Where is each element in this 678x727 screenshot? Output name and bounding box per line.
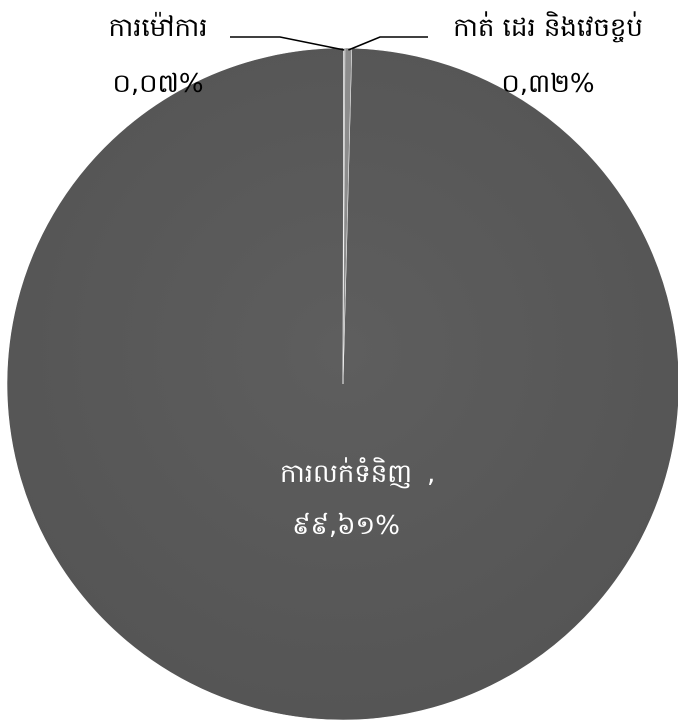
slice-label-sales-value: ៩៩,៦១% xyxy=(292,511,400,541)
leader-lines xyxy=(230,36,428,51)
pie-slices xyxy=(6,47,678,721)
pie-slice-sales xyxy=(6,47,678,721)
slice-comma-sales: , xyxy=(427,459,435,489)
slice-labels: ការលក់ទំនិញ , ៩៩,៦១% ការម៉ៅការ ០,០៧% កាត… xyxy=(108,11,642,541)
leader-line-sewing xyxy=(348,36,428,51)
slice-label-sewing-value: ០,៣២% xyxy=(501,69,594,99)
slice-label-sales-name: ការលក់ទំនិញ xyxy=(280,457,412,489)
leader-line-contracting xyxy=(230,36,345,51)
slice-label-sewing-name: កាត់ ដេរ និងវេចខ្ចប់ xyxy=(453,11,643,43)
slice-label-contracting-name: ការម៉ៅការ xyxy=(108,11,207,43)
slice-label-contracting-value: ០,០៧% xyxy=(112,69,203,99)
